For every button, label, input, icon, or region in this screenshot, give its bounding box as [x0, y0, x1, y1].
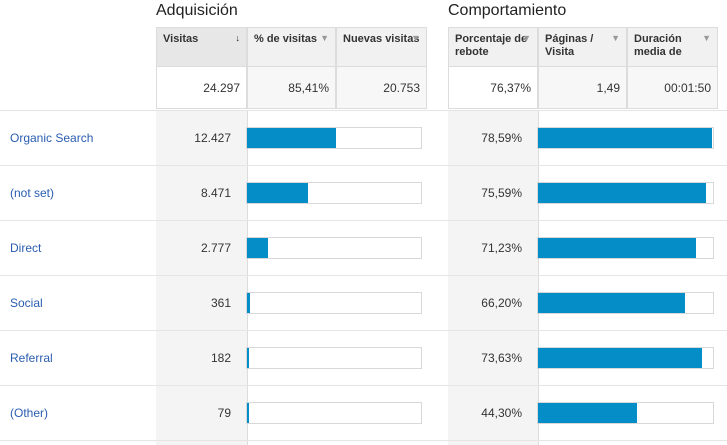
row-divider [0, 110, 727, 111]
column-header-new-visits[interactable]: Nuevas visitas ▼ [336, 27, 427, 67]
visits-share-bar [247, 182, 308, 203]
row-bounce-value: 73,63% [481, 350, 522, 365]
row-bounce-value: 75,59% [481, 185, 522, 200]
row-bounce-value: 44,30% [481, 405, 522, 420]
column-header-new-visits-label: Nuevas visitas [343, 33, 420, 45]
visits-share-bar [247, 402, 249, 423]
bounce-rate-bar-track [537, 126, 714, 149]
column-divider [247, 110, 248, 445]
bounce-rate-bar-track [537, 291, 714, 314]
column-header-visits-label: Visitas [163, 33, 199, 45]
row-visits-value: 182 [210, 350, 231, 365]
visits-share-bar-track [246, 346, 422, 369]
visits-share-bar [247, 347, 249, 368]
total-bounce-rate: 76,37% [448, 67, 538, 109]
row-bounce-value: 78,59% [481, 130, 522, 145]
column-header-avg-duration[interactable]: Duración media de ▼ [627, 27, 718, 67]
row-visits-value: 2.777 [200, 240, 231, 255]
visits-share-bar [247, 237, 268, 258]
bounce-rate-bar-track [537, 401, 714, 424]
column-header-pages-label: Páginas / Visita [545, 33, 594, 58]
row-divider [0, 165, 727, 166]
bounce-rate-bar [538, 402, 637, 423]
row-divider [0, 220, 727, 221]
column-header-bounce-label: Porcentaje de rebote [455, 33, 528, 58]
bounce-rate-bar [538, 127, 713, 148]
source-link[interactable]: Organic Search [10, 130, 94, 145]
bounce-rate-bar [538, 347, 702, 368]
row-divider [0, 385, 727, 386]
group-title-behavior: Comportamiento [448, 2, 567, 19]
total-pct-new-visits: 85,41% [247, 67, 336, 109]
visits-share-bar-track [246, 126, 422, 149]
column-header-visits[interactable]: Visitas ↓ [156, 27, 247, 67]
total-new-visits: 20.753 [336, 67, 427, 109]
sort-arrow-icon[interactable]: ▼ [702, 33, 711, 43]
row-visits-value: 79 [217, 405, 231, 420]
visits-column-shade [156, 110, 247, 445]
column-header-bounce-rate[interactable]: Porcentaje de rebote ▼ [448, 27, 538, 67]
bounce-rate-bar [538, 237, 697, 258]
total-visits: 24.297 [156, 67, 247, 109]
bounce-column-shade [448, 110, 538, 445]
sort-arrow-icon[interactable]: ▼ [522, 33, 531, 43]
column-header-duration-label: Duración media de [634, 33, 682, 58]
row-visits-value: 8.471 [200, 185, 231, 200]
row-bounce-value: 66,20% [481, 295, 522, 310]
visits-share-bar-track [246, 291, 422, 314]
column-header-pages-per-visit[interactable]: Páginas / Visita ▼ [538, 27, 627, 67]
row-visits-value: 12.427 [194, 130, 231, 145]
source-link[interactable]: (not set) [10, 185, 55, 200]
bounce-rate-bar-track [537, 346, 714, 369]
column-divider [538, 110, 539, 445]
sort-down-arrow-icon[interactable]: ↓ [235, 33, 241, 43]
sort-arrow-icon[interactable]: ▼ [320, 33, 329, 43]
visits-share-bar [247, 127, 336, 148]
source-link[interactable]: (Other) [10, 405, 49, 420]
row-visits-value: 361 [210, 295, 231, 310]
bounce-rate-bar [538, 292, 685, 313]
visits-share-bar [247, 292, 251, 313]
source-link[interactable]: Referral [10, 350, 53, 365]
row-divider [0, 330, 727, 331]
bounce-rate-bar-track [537, 236, 714, 259]
sort-arrow-icon[interactable]: ▼ [611, 33, 620, 43]
column-header-pct-new-visits[interactable]: % de visitas ▼ [247, 27, 336, 67]
source-link[interactable]: Social [10, 295, 43, 310]
group-title-acquisition: Adquisición [156, 2, 238, 19]
row-bounce-value: 71,23% [481, 240, 522, 255]
row-divider [0, 440, 727, 441]
total-avg-duration: 00:01:50 [627, 67, 718, 109]
bounce-rate-bar [538, 182, 706, 203]
column-header-pct-new-label: % de visitas [254, 33, 317, 45]
visits-share-bar-track [246, 181, 422, 204]
source-link[interactable]: Direct [10, 240, 42, 255]
row-divider [0, 275, 727, 276]
total-pages-per-visit: 1,49 [538, 67, 627, 109]
bounce-rate-bar-track [537, 181, 714, 204]
visits-share-bar-track [246, 401, 422, 424]
visits-share-bar-track [246, 236, 422, 259]
sort-arrow-icon[interactable]: ▼ [411, 33, 420, 43]
